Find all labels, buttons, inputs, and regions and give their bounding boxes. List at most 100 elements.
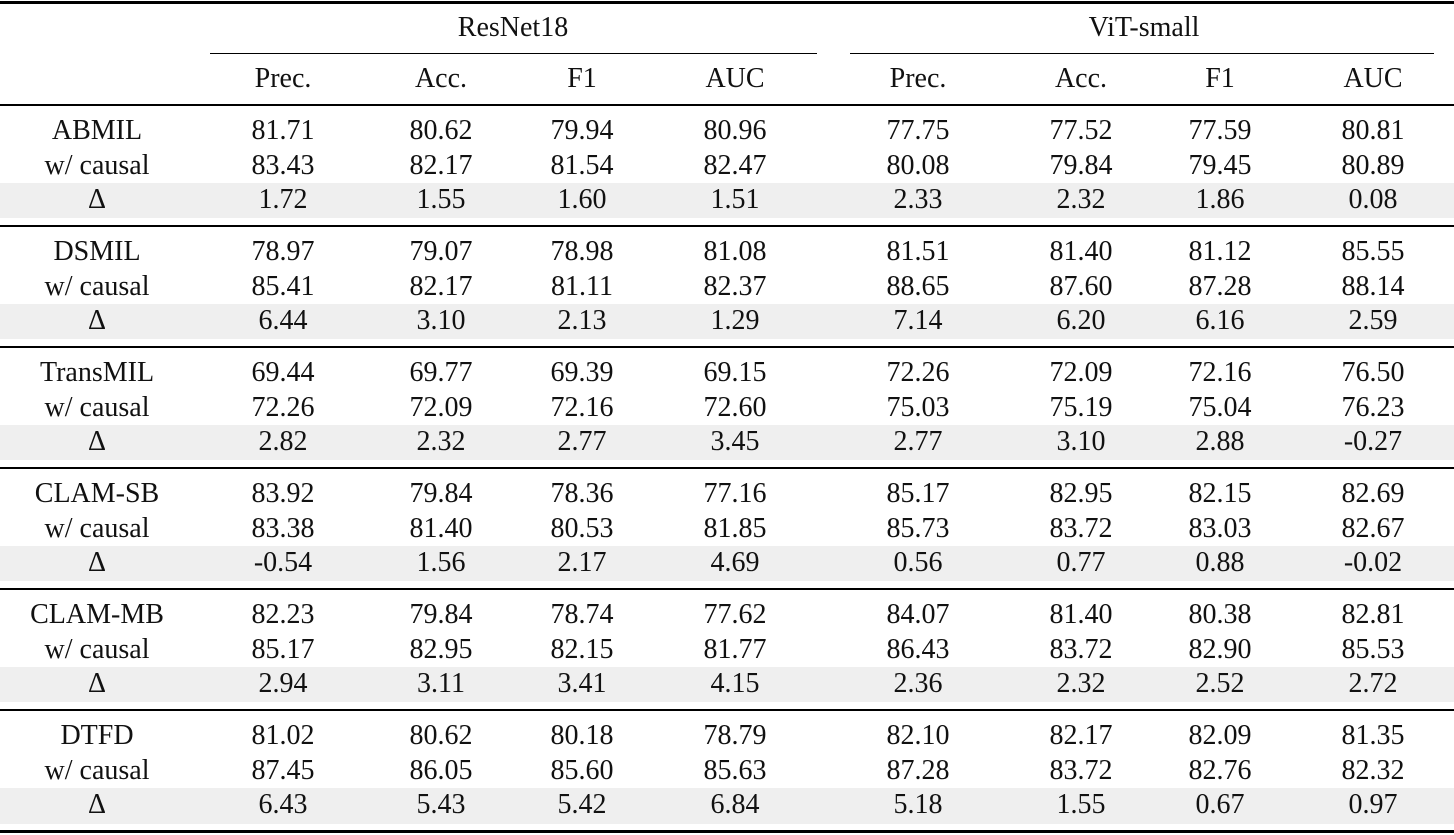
- table-cell: 0.56: [893, 547, 943, 578]
- table-cell: 69.39: [550, 357, 614, 388]
- column-header: Prec.: [889, 63, 947, 94]
- table-cell: 79.84: [409, 599, 473, 630]
- table-cell: 83.92: [251, 478, 315, 509]
- column-header: F1: [1205, 63, 1235, 94]
- table-cell: 85.55: [1341, 236, 1405, 267]
- causal-label: w/ causal: [44, 633, 150, 665]
- table-cell: 80.96: [703, 115, 767, 146]
- table-cell: 6.84: [710, 789, 760, 820]
- table-cell: 82.67: [1341, 512, 1405, 544]
- table-cell: 81.71: [251, 115, 315, 146]
- table-cell: 3.10: [1056, 426, 1106, 457]
- delta-row-shade: [0, 425, 1454, 460]
- table-cell: 1.56: [416, 547, 466, 578]
- table-cell: 87.28: [1188, 270, 1252, 302]
- table-cell: 1.55: [416, 184, 466, 215]
- table-cell: 85.63: [703, 754, 767, 786]
- table-cell: 75.04: [1188, 391, 1252, 423]
- table-cell: 81.12: [1188, 236, 1252, 267]
- table-cell: 78.79: [703, 720, 767, 751]
- causal-label: w/ causal: [44, 149, 150, 181]
- table-cell: 2.88: [1195, 426, 1245, 457]
- table-cell: 80.53: [550, 512, 614, 544]
- table-cell: 87.45: [251, 754, 315, 786]
- method-name: CLAM-MB: [30, 599, 164, 630]
- table-cell: 82.47: [703, 149, 767, 181]
- table-cell: 2.33: [893, 184, 943, 215]
- table-cell: 2.32: [1056, 668, 1106, 699]
- table-cell: 80.38: [1188, 599, 1252, 630]
- table-cell: -0.27: [1343, 426, 1403, 457]
- table-cell: 82.69: [1341, 478, 1405, 509]
- table-cell: 6.16: [1195, 305, 1245, 336]
- table-cell: 79.07: [409, 236, 473, 267]
- table-cell: 81.08: [703, 236, 767, 267]
- method-name: TransMIL: [39, 357, 155, 388]
- column-header: Prec.: [254, 63, 312, 94]
- delta-row-shade: [0, 788, 1454, 824]
- table-cell: 76.23: [1341, 391, 1405, 423]
- table-cell: 1.72: [258, 184, 308, 215]
- table-cell: 0.97: [1348, 789, 1398, 820]
- table-cell: 72.60: [703, 391, 767, 423]
- table-cell: 80.62: [409, 720, 473, 751]
- table-cell: 6.44: [258, 305, 308, 336]
- table-cell: 2.77: [557, 426, 607, 457]
- table-cell: 6.20: [1056, 305, 1106, 336]
- table-cell: 78.97: [251, 236, 315, 267]
- table-cell: 2.13: [557, 305, 607, 336]
- delta-label: Δ: [87, 668, 107, 699]
- block-separator: [0, 225, 1454, 227]
- delta-label: Δ: [87, 305, 107, 336]
- causal-label: w/ causal: [44, 512, 150, 544]
- block-separator: [0, 467, 1454, 469]
- table-cell: 77.75: [886, 115, 950, 146]
- method-name: CLAM-SB: [34, 478, 160, 509]
- table-cell: 2.94: [258, 668, 308, 699]
- delta-row-shade: [0, 304, 1454, 339]
- group-underline: [210, 53, 817, 55]
- table-cell: 83.43: [251, 149, 315, 181]
- table-cell: 2.72: [1348, 668, 1398, 699]
- table-cell: 87.60: [1049, 270, 1113, 302]
- table-cell: 2.32: [416, 426, 466, 457]
- table-cell: 87.28: [886, 754, 950, 786]
- column-header: F1: [567, 63, 597, 94]
- table-cell: 82.15: [550, 633, 614, 665]
- table-cell: 78.74: [550, 599, 614, 630]
- table-cell: 82.15: [1188, 478, 1252, 509]
- table-cell: 82.76: [1188, 754, 1252, 786]
- table-cell: 2.77: [893, 426, 943, 457]
- header-rule: [0, 104, 1454, 106]
- table-cell: 2.82: [258, 426, 308, 457]
- column-header: Acc.: [1054, 63, 1108, 94]
- table-cell: 88.65: [886, 270, 950, 302]
- table-cell: 3.10: [416, 305, 466, 336]
- table-cell: 0.88: [1195, 547, 1245, 578]
- delta-row-shade: [0, 183, 1454, 218]
- table-cell: 77.59: [1188, 115, 1252, 146]
- table-cell: 7.14: [893, 305, 943, 336]
- table-cell: 72.26: [886, 357, 950, 388]
- table-cell: 86.05: [409, 754, 473, 786]
- table-cell: 0.77: [1056, 547, 1106, 578]
- table-cell: 81.77: [703, 633, 767, 665]
- table-cell: 85.53: [1341, 633, 1405, 665]
- table-cell: 4.15: [710, 668, 760, 699]
- causal-label: w/ causal: [44, 270, 150, 302]
- table-cell: -0.02: [1343, 547, 1403, 578]
- table-cell: 2.17: [557, 547, 607, 578]
- table-cell: 5.43: [416, 789, 466, 820]
- delta-label: Δ: [87, 184, 107, 215]
- table-cell: 72.26: [251, 391, 315, 423]
- table-cell: 2.52: [1195, 668, 1245, 699]
- table-cell: 76.50: [1341, 357, 1405, 388]
- table-cell: 85.73: [886, 512, 950, 544]
- table-cell: 5.42: [557, 789, 607, 820]
- table-cell: 81.85: [703, 512, 767, 544]
- causal-label: w/ causal: [44, 754, 150, 786]
- table-cell: 85.41: [251, 270, 315, 302]
- table-cell: 2.59: [1348, 305, 1398, 336]
- table-cell: 2.32: [1056, 184, 1106, 215]
- table-cell: 3.11: [417, 668, 465, 699]
